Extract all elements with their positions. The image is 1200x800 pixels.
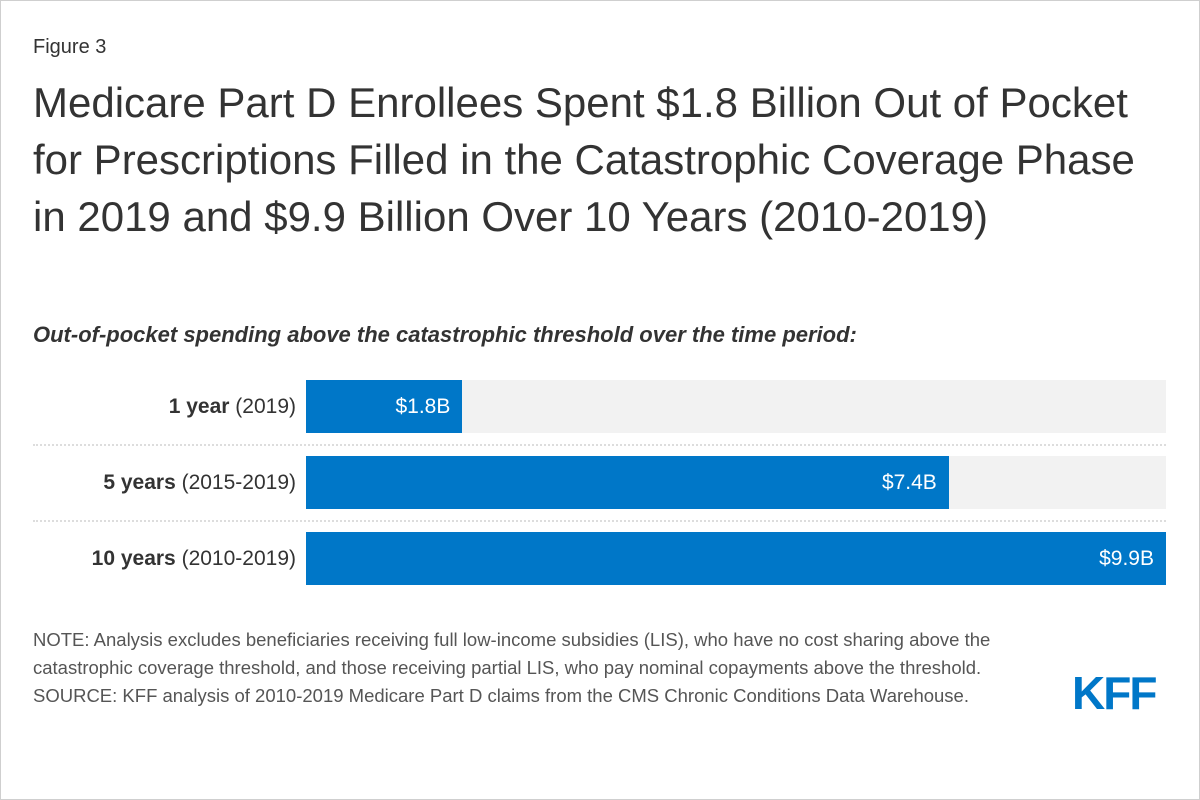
category-label: 1 year (2019) <box>169 380 296 433</box>
bar: $7.4B <box>306 456 949 509</box>
category-period: 1 year <box>168 395 230 418</box>
notes: NOTE: Analysis excludes beneficiaries re… <box>33 626 1033 710</box>
bar-row: 10 years (2010-2019) $9.9B <box>0 532 1200 585</box>
row-divider <box>33 520 1166 522</box>
category-label: 5 years (2015-2019) <box>103 456 296 509</box>
category-years: (2019) <box>229 395 296 418</box>
category-years: (2010-2019) <box>175 547 296 570</box>
bar-track: $1.8B <box>306 380 1166 433</box>
category-years: (2015-2019) <box>175 471 296 494</box>
category-period: 5 years <box>103 471 176 494</box>
kff-logo: KFF <box>1072 667 1157 719</box>
note-text: NOTE: Analysis excludes beneficiaries re… <box>33 629 991 678</box>
figure-label: Figure 3 <box>33 36 107 58</box>
chart-subtitle: Out-of-pocket spending above the catastr… <box>33 322 857 347</box>
source-text: SOURCE: KFF analysis of 2010-2019 Medica… <box>33 685 969 706</box>
bar-row: 5 years (2015-2019) $7.4B <box>0 456 1200 509</box>
category-label: 10 years (2010-2019) <box>92 532 296 585</box>
bar-track: $9.9B <box>306 532 1166 585</box>
bar: $9.9B <box>306 532 1166 585</box>
bar-row: 1 year (2019) $1.8B <box>0 380 1200 433</box>
category-period: 10 years <box>91 547 176 570</box>
data-label: $9.9B <box>1099 547 1154 570</box>
data-label: $1.8B <box>395 395 451 418</box>
bar: $1.8B <box>306 380 463 433</box>
row-divider <box>33 444 1166 446</box>
chart-title: Medicare Part D Enrollees Spent $1.8 Bil… <box>33 79 1135 240</box>
data-label: $7.4B <box>881 471 937 494</box>
bar-track: $7.4B <box>306 456 1166 509</box>
